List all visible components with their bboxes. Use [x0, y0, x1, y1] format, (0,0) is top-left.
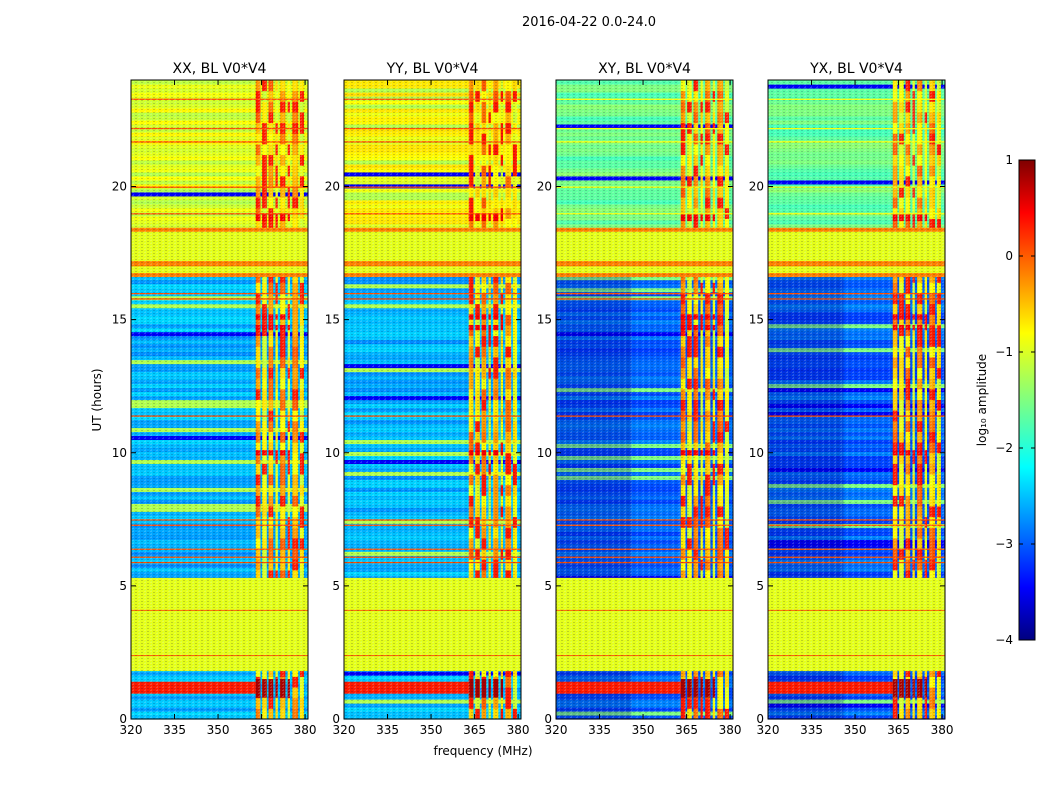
noise-overlay [768, 80, 945, 719]
x-tick-label: 380 [931, 723, 954, 737]
panel-title: YY, BL V0*V4 [386, 61, 479, 77]
heatmap-yy [344, 80, 521, 720]
colorbar: 1 0 −1 −2 −3 −4 log₁₀ amplitude [975, 153, 1036, 647]
x-tick-label: 380 [507, 723, 530, 737]
panel-xy: XY, BL V0*V4 320 335 350 365 380 0 5 10 15 20 [537, 61, 742, 737]
panel-frame [343, 79, 522, 720]
x-tick-label: 335 [376, 723, 399, 737]
colorbar-tick-label: −1 [995, 345, 1013, 359]
x-tick-label: 380 [294, 723, 317, 737]
panel-frame [130, 79, 309, 720]
y-tick-label: 10 [325, 446, 340, 460]
x-tick-label: 365 [463, 723, 486, 737]
y-tick-label: 15 [325, 313, 340, 327]
colorbar-label: log₁₀ amplitude [975, 354, 989, 446]
y-tick-label: 15 [112, 313, 127, 327]
x-tick-label: 320 [333, 723, 356, 737]
y-tick-label: 10 [749, 446, 764, 460]
panel-title: YX, BL V0*V4 [809, 61, 903, 77]
colorbar-tick-label: 0 [1005, 249, 1013, 263]
x-tick-label: 350 [207, 723, 230, 737]
x-tick-label: 335 [800, 723, 823, 737]
noise-overlay [556, 80, 733, 719]
panel-yy: YY, BL V0*V4 320 335 350 365 380 0 5 10 15 20 [325, 61, 530, 737]
y-tick-label: 20 [325, 180, 340, 194]
y-tick-label: 0 [756, 712, 764, 726]
y-tick-label: 10 [537, 446, 552, 460]
y-tick-label: 0 [544, 712, 552, 726]
figure-title: 2016-04-22 0.0-24.0 [522, 15, 656, 30]
panel-yx: YX, BL V0*V4 320 335 350 365 380 0 5 10 15 20 [749, 61, 954, 737]
panel-title: XY, BL V0*V4 [598, 61, 691, 77]
y-tick-label: 15 [537, 313, 552, 327]
panel-title: XX, BL V0*V4 [173, 61, 267, 77]
x-tick-label: 350 [844, 723, 867, 737]
x-tick-label: 350 [420, 723, 443, 737]
x-tick-label: 335 [588, 723, 611, 737]
y-tick-label: 5 [756, 579, 764, 593]
colorbar-tick-label: 1 [1005, 153, 1013, 167]
y-tick-label: 15 [749, 313, 764, 327]
panel-frame [555, 79, 734, 720]
y-axis-label: UT (hours) [90, 368, 104, 431]
y-tick-label: 5 [544, 579, 552, 593]
colorbar-gradient [1018, 159, 1036, 641]
x-axis-label: frequency (MHz) [433, 744, 532, 758]
x-tick-label: 380 [719, 723, 742, 737]
y-tick-label: 20 [749, 180, 764, 194]
y-tick-label: 20 [537, 180, 552, 194]
x-tick-label: 365 [887, 723, 910, 737]
y-tick-label: 5 [119, 579, 127, 593]
colorbar-tick-label: −3 [995, 537, 1013, 551]
noise-overlay [131, 80, 308, 719]
heatmap-xy [556, 80, 733, 720]
x-tick-label: 365 [250, 723, 273, 737]
y-tick-label: 0 [332, 712, 340, 726]
x-tick-label: 320 [120, 723, 143, 737]
noise-overlay [344, 80, 521, 719]
x-tick-label: 320 [757, 723, 780, 737]
x-tick-label: 365 [675, 723, 698, 737]
x-tick-label: 335 [163, 723, 186, 737]
colorbar-tick-label: −4 [995, 633, 1013, 647]
x-tick-label: 350 [632, 723, 655, 737]
heatmap-yx [768, 80, 945, 720]
panel-frame [767, 79, 946, 720]
panel-xx: XX, BL V0*V4 320 335 350 365 380 0 5 10 15 20 [112, 61, 317, 737]
y-tick-label: 5 [332, 579, 340, 593]
colorbar-tick-label: −2 [995, 441, 1013, 455]
heatmap-xx [131, 80, 308, 720]
x-tick-label: 320 [545, 723, 568, 737]
y-tick-label: 20 [112, 180, 127, 194]
y-tick-label: 0 [119, 712, 127, 726]
y-tick-label: 10 [112, 446, 127, 460]
